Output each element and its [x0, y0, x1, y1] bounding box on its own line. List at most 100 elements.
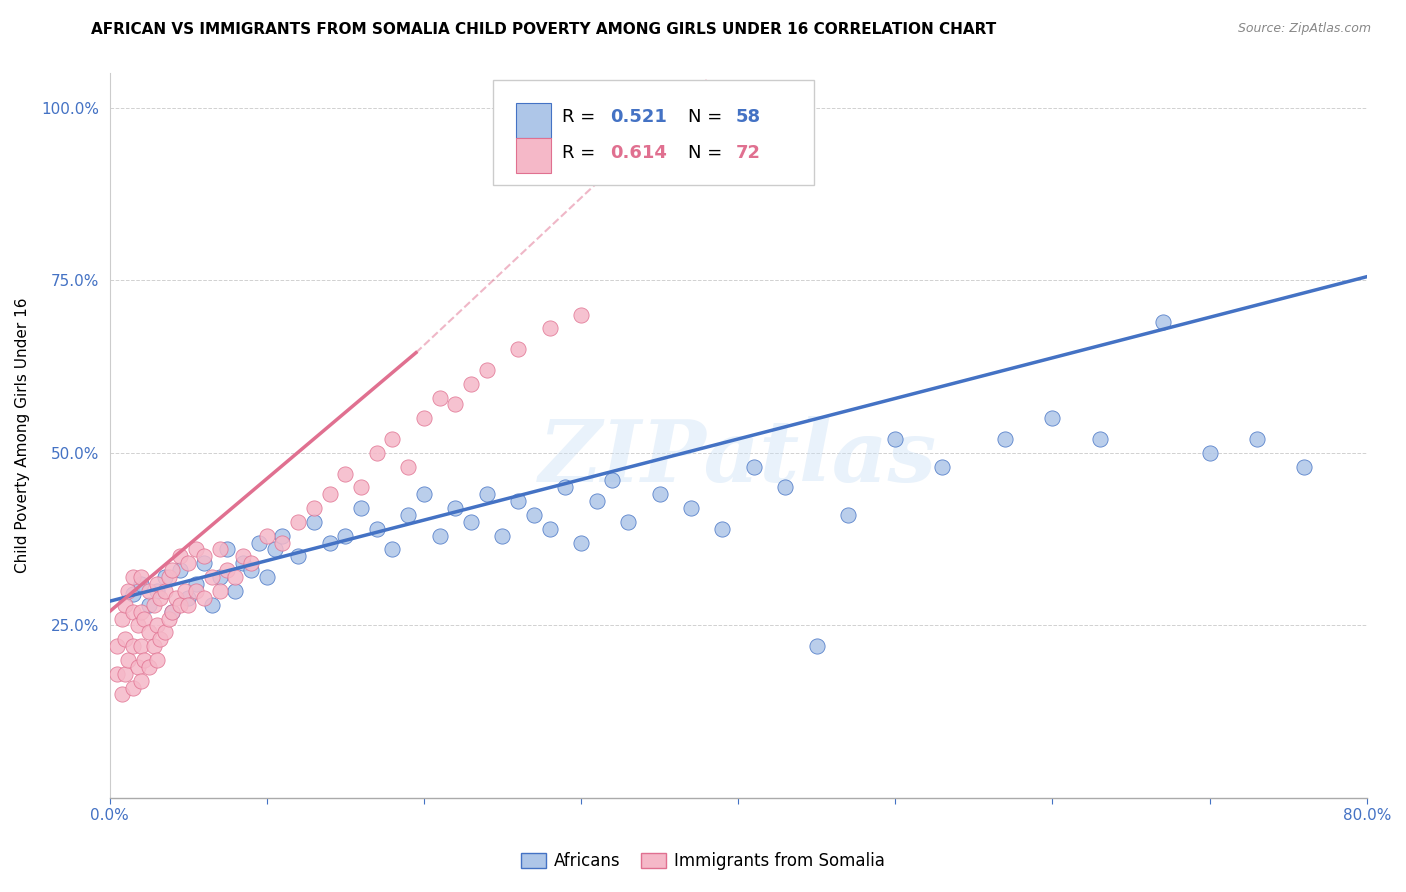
Point — [491, 529, 513, 543]
Point — [169, 563, 191, 577]
Point — [122, 605, 145, 619]
Text: 0.521: 0.521 — [610, 108, 666, 126]
Point — [193, 549, 215, 564]
Point — [837, 508, 859, 522]
Point — [602, 474, 624, 488]
Point — [145, 577, 167, 591]
Point — [224, 570, 246, 584]
Point — [318, 487, 340, 501]
Point — [127, 660, 149, 674]
Point — [122, 681, 145, 695]
Point — [142, 598, 165, 612]
Point — [240, 556, 263, 570]
Legend: Africans, Immigrants from Somalia: Africans, Immigrants from Somalia — [515, 846, 891, 877]
Point — [742, 459, 765, 474]
Point — [538, 321, 561, 335]
Point — [129, 605, 152, 619]
FancyBboxPatch shape — [516, 138, 551, 173]
Point — [122, 587, 145, 601]
Point — [153, 625, 176, 640]
Point — [149, 591, 172, 605]
Point — [114, 598, 136, 612]
Point — [302, 501, 325, 516]
Point — [105, 639, 128, 653]
Point — [138, 625, 160, 640]
Point — [381, 542, 404, 557]
Point — [287, 515, 309, 529]
Point — [117, 653, 139, 667]
Text: 58: 58 — [735, 108, 761, 126]
Point — [538, 522, 561, 536]
Text: AFRICAN VS IMMIGRANTS FROM SOMALIA CHILD POVERTY AMONG GIRLS UNDER 16 CORRELATIO: AFRICAN VS IMMIGRANTS FROM SOMALIA CHILD… — [91, 22, 997, 37]
Text: R =: R = — [562, 144, 602, 162]
Point — [145, 583, 167, 598]
Point — [208, 570, 231, 584]
Point — [884, 432, 907, 446]
Point — [475, 487, 498, 501]
Point — [217, 542, 239, 557]
Point — [132, 653, 155, 667]
Point — [508, 494, 530, 508]
Point — [460, 515, 482, 529]
Point — [1152, 315, 1174, 329]
Point — [287, 549, 309, 564]
Point — [1042, 411, 1064, 425]
Point — [201, 598, 224, 612]
Point — [114, 632, 136, 647]
Text: R =: R = — [562, 108, 602, 126]
Point — [523, 508, 546, 522]
Point — [142, 639, 165, 653]
Point — [247, 535, 270, 549]
Point — [111, 688, 134, 702]
FancyBboxPatch shape — [494, 80, 814, 186]
Point — [429, 529, 451, 543]
Point — [335, 529, 357, 543]
Point — [201, 570, 224, 584]
Text: Source: ZipAtlas.com: Source: ZipAtlas.com — [1237, 22, 1371, 36]
Point — [129, 639, 152, 653]
Point — [232, 556, 254, 570]
Point — [138, 583, 160, 598]
Point — [350, 501, 373, 516]
Point — [318, 535, 340, 549]
Point — [711, 522, 734, 536]
Point — [127, 618, 149, 632]
Point — [208, 583, 231, 598]
Point — [177, 598, 200, 612]
Point — [1292, 459, 1315, 474]
Point — [208, 542, 231, 557]
Point — [429, 391, 451, 405]
Point — [122, 570, 145, 584]
Point — [412, 487, 434, 501]
Point — [224, 583, 246, 598]
Point — [145, 653, 167, 667]
Text: N =: N = — [688, 108, 728, 126]
Point — [193, 591, 215, 605]
Point — [184, 577, 207, 591]
Point — [165, 591, 187, 605]
Point — [366, 522, 388, 536]
Point — [162, 563, 184, 577]
Point — [114, 666, 136, 681]
Point — [256, 529, 278, 543]
Point — [679, 501, 702, 516]
Point — [648, 487, 671, 501]
Point — [129, 673, 152, 688]
Point — [931, 459, 953, 474]
Point — [617, 515, 640, 529]
Point — [117, 583, 139, 598]
Point — [1198, 446, 1220, 460]
Point — [122, 639, 145, 653]
Point — [806, 639, 828, 653]
Point — [350, 480, 373, 494]
Point — [554, 480, 576, 494]
Point — [162, 605, 184, 619]
Point — [184, 583, 207, 598]
Point — [217, 563, 239, 577]
Point — [169, 598, 191, 612]
Point — [145, 618, 167, 632]
Point — [149, 632, 172, 647]
Point — [138, 660, 160, 674]
Point — [177, 591, 200, 605]
Point — [184, 542, 207, 557]
